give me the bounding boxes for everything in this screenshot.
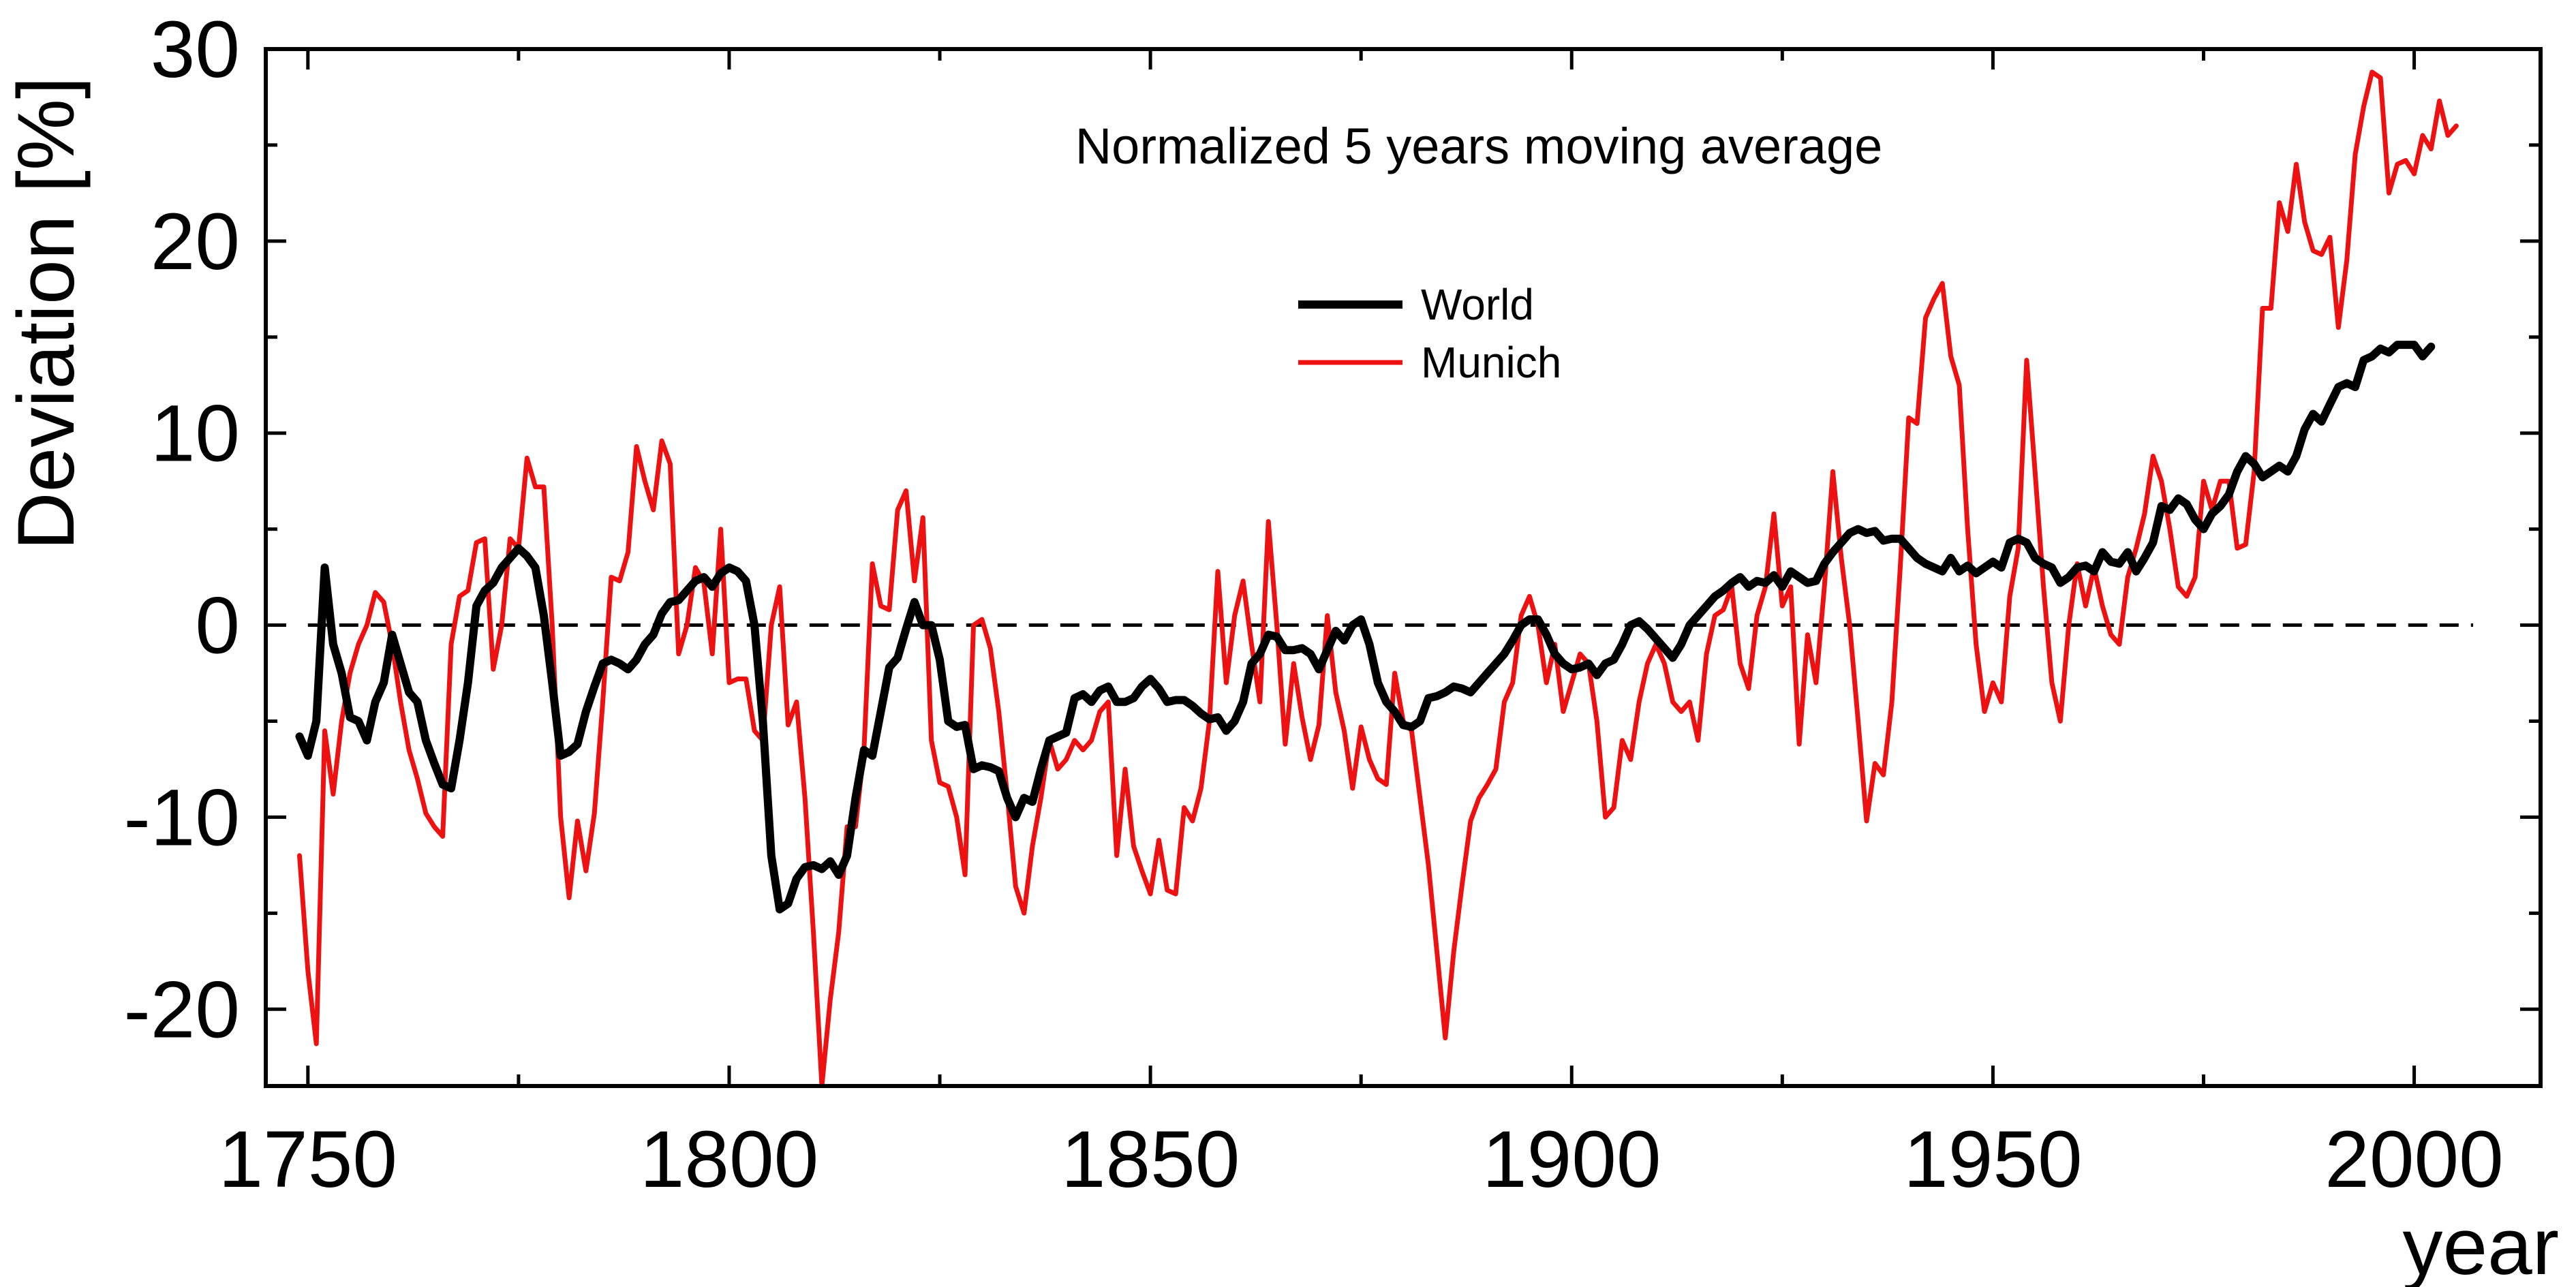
y-tick-label: -20 <box>123 965 240 1055</box>
legend-label-world: World <box>1421 280 1534 329</box>
y-tick-label: -10 <box>123 773 240 863</box>
x-tick-label: 1850 <box>1061 1115 1240 1205</box>
legend: World Munich <box>1298 280 1561 387</box>
x-tick-label: 1900 <box>1482 1115 1661 1205</box>
x-tick-label: 1950 <box>1903 1115 2083 1205</box>
x-tick-label: 1800 <box>640 1115 819 1205</box>
x-tick-label: 2000 <box>2325 1115 2504 1205</box>
chart-annotation: Normalized 5 years moving average <box>1075 118 1883 174</box>
y-tick-label: 30 <box>151 5 240 95</box>
x-tick-label: 1750 <box>219 1115 398 1205</box>
axis-labels-layer: 1750 1800 1850 1900 1950 2000 -20 -10 0 10 20 30 yea… <box>1 5 2559 1287</box>
y-axis-label: Deviation [%] <box>1 76 91 550</box>
legend-label-munich: Munich <box>1421 338 1561 387</box>
series-layer <box>295 69 2459 1086</box>
y-tick-label: 10 <box>151 389 240 479</box>
y-tick-label: 20 <box>151 197 240 287</box>
y-tick-label: 0 <box>195 581 240 671</box>
series-line-world <box>295 341 2436 914</box>
series-line-munich <box>297 69 2459 1086</box>
x-axis-label: year <box>2402 1202 2559 1287</box>
plot-frame <box>264 47 2543 1088</box>
plot-frame-layer <box>264 47 2543 1088</box>
axis-ticks-layer <box>266 47 2541 1086</box>
